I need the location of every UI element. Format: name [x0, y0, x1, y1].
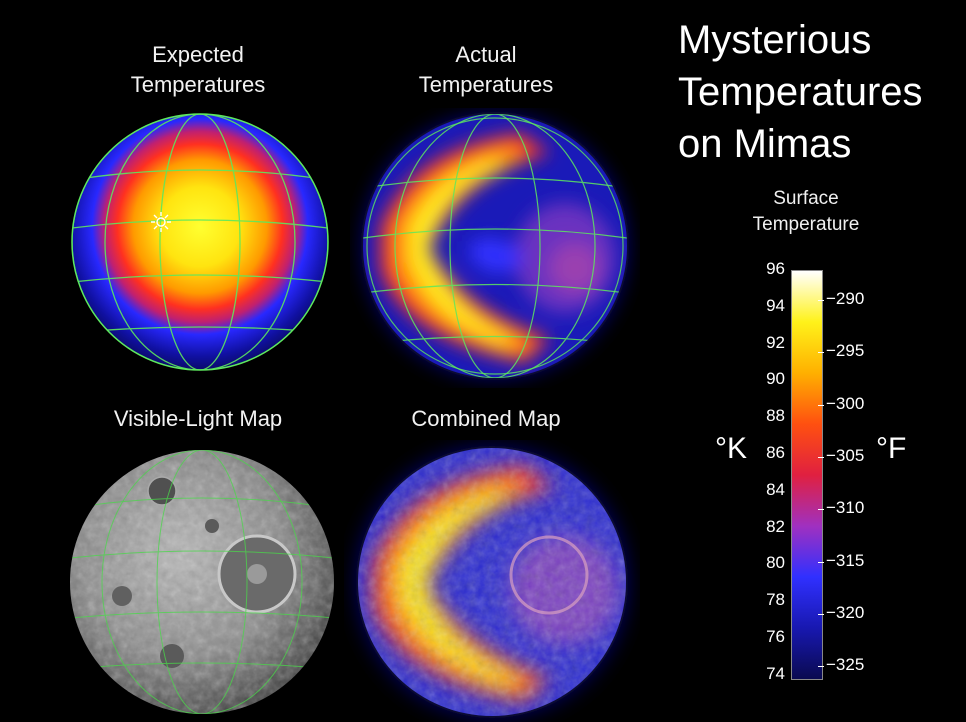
- combined-map-globe: [356, 446, 628, 718]
- title-line-1: Mysterious: [678, 18, 872, 62]
- expected-panel-title: Expected Temperatures: [98, 40, 298, 100]
- kelvin-unit-label: °K: [715, 432, 748, 465]
- kelvin-tick-label: 88: [766, 406, 785, 426]
- kelvin-tick-label: 94: [766, 295, 785, 315]
- visible-light-globe: [70, 450, 334, 714]
- fahrenheit-tick-label: −310: [817, 498, 865, 518]
- kelvin-tick-label: 74: [766, 663, 785, 683]
- kelvin-tick-label: 80: [766, 553, 785, 573]
- combined-panel-title: Combined Map: [411, 406, 561, 431]
- expected-title-line-2: Temperatures: [130, 72, 266, 97]
- actual-temperature-globe: [361, 112, 629, 380]
- fahrenheit-tick-label: −305: [817, 445, 865, 465]
- kelvin-tick-label: 78: [766, 590, 785, 610]
- actual-panel-title: Actual Temperatures: [386, 40, 586, 100]
- title-line-3: on Mimas: [678, 122, 852, 166]
- kelvin-tick-label: 82: [766, 516, 785, 536]
- kelvin-tick-label: 96: [766, 259, 785, 278]
- actual-title-line-2: Temperatures: [418, 72, 554, 97]
- fahrenheit-tick-label: −325: [817, 655, 865, 675]
- expected-temperature-globe: [71, 113, 329, 371]
- kelvin-tick-label: 76: [766, 627, 785, 646]
- fahrenheit-tick-label: −320: [817, 602, 865, 622]
- fahrenheit-tick-label: −295: [817, 341, 865, 361]
- scale-title: Surface Temperature: [730, 186, 882, 238]
- sun-marker-icon: [151, 212, 171, 232]
- scale-title-line-1: Surface: [773, 188, 839, 209]
- actual-title-line-1: Actual: [455, 42, 517, 67]
- fahrenheit-tick-label: −290: [817, 289, 865, 308]
- main-title: Mysterious Temperatures on Mimas: [678, 14, 923, 170]
- visible-panel-title: Visible-Light Map: [113, 406, 283, 431]
- fahrenheit-unit-label: °F: [876, 432, 907, 465]
- kelvin-tick-label: 90: [766, 369, 785, 389]
- scale-title-line-2: Temperature: [752, 214, 860, 235]
- title-line-2: Temperatures: [678, 70, 923, 114]
- fahrenheit-tick-label: −300: [817, 393, 865, 413]
- kelvin-tick-label: 92: [766, 332, 785, 352]
- temperature-colorbar: [791, 270, 823, 680]
- expected-title-line-1: Expected: [152, 42, 244, 67]
- kelvin-tick-label: 84: [766, 479, 785, 499]
- fahrenheit-tick-label: −315: [817, 550, 865, 570]
- kelvin-tick-label: 86: [766, 443, 785, 462]
